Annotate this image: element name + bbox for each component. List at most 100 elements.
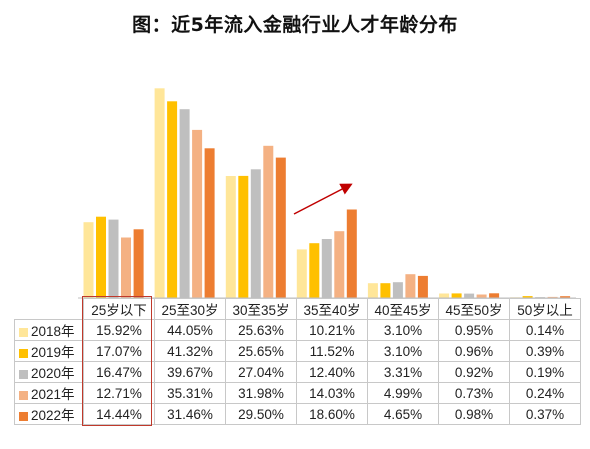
bar-6-3 — [547, 296, 558, 298]
data-cell: 0.37% — [509, 403, 581, 425]
bar-3-0 — [296, 249, 307, 298]
data-cell: 0.14% — [509, 319, 581, 341]
legend-entry: 2020年 — [14, 361, 84, 383]
data-cell: 4.65% — [367, 403, 439, 425]
series-name: 2018年 — [31, 324, 75, 339]
data-cell: 41.32% — [154, 340, 226, 362]
bar-1-2 — [179, 109, 190, 298]
bar-0-4 — [133, 229, 144, 298]
legend-entry: 2018年 — [14, 319, 84, 341]
bar-3-2 — [321, 239, 332, 298]
data-cell: 0.98% — [438, 403, 510, 425]
data-cell: 27.04% — [225, 361, 297, 383]
bar-1-4 — [204, 148, 215, 298]
data-cell: 31.46% — [154, 403, 226, 425]
bar-5-0 — [439, 293, 450, 298]
data-cell: 0.92% — [438, 361, 510, 383]
bar-0-0 — [83, 222, 94, 298]
data-cell: 12.40% — [296, 361, 368, 383]
table-corner — [15, 299, 84, 320]
data-cell: 16.47% — [83, 361, 155, 383]
legend-swatch — [19, 348, 28, 358]
table-row: 2020年 16.47% 39.67% 27.04% 12.40% 3.31% 0.92% 0… — [14, 361, 581, 383]
data-cell: 0.24% — [509, 382, 581, 404]
data-cell: 4.99% — [367, 382, 439, 404]
category-label: 50岁以上 — [509, 298, 581, 320]
data-cell: 0.96% — [438, 340, 510, 362]
bar-1-1 — [167, 101, 178, 298]
data-cell: 12.71% — [83, 382, 155, 404]
bar-4-3 — [405, 274, 416, 298]
category-label: 35至40岁 — [296, 298, 368, 320]
bar-4-2 — [392, 282, 403, 298]
bar-2-2 — [250, 169, 261, 298]
legend-swatch — [19, 390, 28, 400]
data-cell: 15.92% — [83, 319, 155, 341]
legend-entry: 2022年 — [14, 403, 84, 425]
data-cell: 35.31% — [154, 382, 226, 404]
bar-2-1 — [238, 175, 249, 298]
data-cell: 3.10% — [367, 340, 439, 362]
category-label: 25岁以下 — [83, 298, 155, 320]
data-cell: 10.21% — [296, 319, 368, 341]
bar-0-2 — [108, 219, 119, 298]
bar-3-4 — [346, 209, 357, 298]
data-cell: 0.73% — [438, 382, 510, 404]
table-row: 2018年 15.92% 44.05% 25.63% 10.21% 3.10% 0.95% 0… — [14, 319, 581, 341]
data-cell: 25.65% — [225, 340, 297, 362]
data-cell: 25.63% — [225, 319, 297, 341]
bar-4-0 — [367, 283, 378, 298]
chart-title: 图：近5年流入金融行业人才年龄分布 — [132, 14, 458, 36]
table-row: 2021年 12.71% 35.31% 31.98% 14.03% 4.99% 0.73% 0… — [14, 382, 581, 404]
data-cell: 29.50% — [225, 403, 297, 425]
bar-2-3 — [263, 145, 274, 298]
bar-0-3 — [121, 237, 131, 298]
series-name: 2020年 — [31, 366, 75, 381]
bar-2-0 — [225, 176, 236, 298]
bar-5-2 — [464, 293, 475, 298]
category-label: 45至50岁 — [438, 298, 510, 320]
data-cell: 0.39% — [509, 340, 581, 362]
table-row: 2019年 17.07% 41.32% 25.65% 11.52% 3.10% 0.96% 0… — [14, 340, 581, 362]
legend-entry: 2019年 — [14, 340, 84, 362]
bar-3-1 — [309, 243, 320, 298]
table-row: 2022年 14.44% 31.46% 29.50% 18.60% 4.65% 0.98% 0… — [14, 403, 581, 425]
series-name: 2019年 — [31, 345, 75, 360]
legend-swatch — [19, 411, 28, 421]
bar-1-0 — [154, 88, 165, 298]
table-body: 2018年 15.92% 44.05% 25.63% 10.21% 3.10% 0.95% 0… — [14, 319, 581, 425]
bar-6-4 — [560, 296, 571, 298]
legend-entry: 2021年 — [14, 382, 84, 404]
bar-5-1 — [451, 293, 462, 298]
data-cell: 39.67% — [154, 361, 226, 383]
table-header-row: 25岁以下 25至30岁 30至35岁 35至40岁 40至45岁 45至50岁 50岁以上 — [15, 298, 581, 320]
bar-6-1 — [522, 296, 533, 298]
bars-group — [83, 88, 571, 298]
data-cell: 3.31% — [367, 361, 439, 383]
data-cell: 31.98% — [225, 382, 297, 404]
bar-2-4 — [275, 157, 286, 298]
category-label: 30至35岁 — [225, 298, 297, 320]
data-cell: 0.19% — [509, 361, 581, 383]
category-label: 40至45岁 — [367, 298, 439, 320]
data-cell: 14.44% — [83, 403, 155, 425]
data-cell: 0.95% — [438, 319, 510, 341]
bar-4-1 — [380, 283, 391, 298]
data-table: 25岁以下 25至30岁 30至35岁 35至40岁 40至45岁 45至50岁 50岁以上… — [14, 298, 581, 425]
data-cell: 14.03% — [296, 382, 368, 404]
data-cell: 44.05% — [154, 319, 226, 341]
bar-5-4 — [489, 293, 500, 298]
bar-4-4 — [417, 275, 428, 298]
legend-swatch — [19, 327, 28, 337]
bar-0-1 — [96, 216, 106, 298]
bar-5-3 — [476, 294, 487, 298]
bar-1-3 — [192, 129, 203, 298]
series-name: 2021年 — [31, 387, 75, 402]
category-label: 25至30岁 — [154, 298, 226, 320]
data-cell: 18.60% — [296, 403, 368, 425]
trend-arrow — [293, 183, 353, 215]
data-cell: 11.52% — [296, 340, 368, 362]
data-cell: 3.10% — [367, 319, 439, 341]
data-cell: 17.07% — [83, 340, 155, 362]
series-name: 2022年 — [31, 408, 75, 423]
